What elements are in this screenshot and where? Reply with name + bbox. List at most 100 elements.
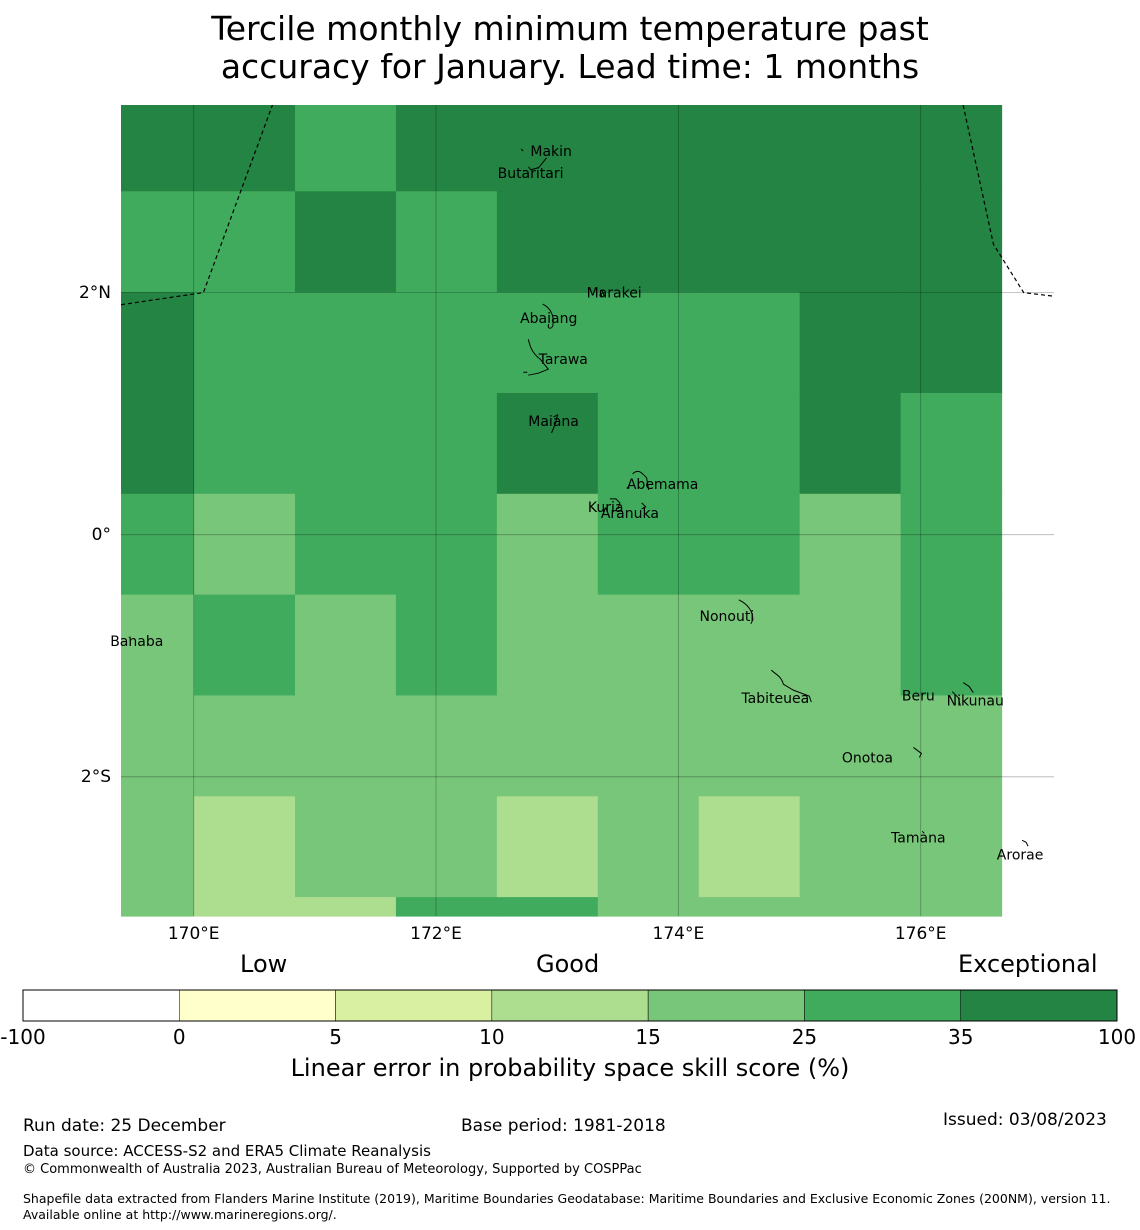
- grid-cell: [597, 392, 700, 495]
- grid-cell: [194, 594, 296, 697]
- grid-cell: [597, 695, 700, 797]
- y-tick-label: 0°: [91, 524, 111, 545]
- grid-cell: [900, 796, 1003, 898]
- grid-cell: [194, 897, 296, 917]
- grid-cell: [496, 493, 599, 596]
- grid-cell: [121, 695, 195, 797]
- island-label: Abaiang: [520, 311, 577, 327]
- colorbar-title: Linear error in probability space skill …: [290, 1054, 850, 1082]
- x-tick-label: 172°E: [410, 924, 462, 944]
- grid-cell: [597, 191, 700, 293]
- category-low: Low: [240, 950, 288, 978]
- grid-cell: [496, 796, 599, 898]
- island-label: Onotoa: [842, 750, 893, 766]
- island-outline: [641, 502, 647, 510]
- colorbar-tick-label: 35: [947, 1025, 974, 1049]
- colorbar-segment: [179, 989, 336, 1022]
- colorbar-segment: [804, 989, 961, 1022]
- title-line-2: accuracy for January. Lead time: 1 month…: [220, 47, 920, 86]
- grid-cell: [121, 493, 195, 596]
- x-tick-label: 176°E: [894, 924, 947, 944]
- grid-cell: [799, 191, 902, 293]
- colorbar-segment: [960, 989, 1118, 1022]
- grid-cell: [194, 191, 296, 293]
- grid-cell: [294, 392, 397, 495]
- island-label: Makin: [530, 144, 572, 160]
- island-outline: [520, 148, 524, 152]
- colorbar-segment: [335, 989, 493, 1022]
- colorbar-tick-label: 0: [172, 1025, 186, 1049]
- grid-cell: [698, 392, 801, 495]
- island-outline: [770, 669, 812, 703]
- grid-cell: [698, 493, 801, 596]
- island-label: Butaritari: [498, 166, 564, 182]
- island-outline: [1021, 839, 1029, 847]
- island-label: Banaba: [110, 634, 163, 650]
- colorbar-tick-label: 15: [635, 1025, 661, 1049]
- grid-cell: [900, 695, 1003, 797]
- grid-cell: [121, 392, 195, 495]
- island-outline: [609, 498, 621, 510]
- grid-cell: [294, 292, 397, 394]
- island-label: Abemama: [627, 477, 699, 493]
- graticule: [121, 105, 1054, 916]
- copyright: © Commonwealth of Australia 2023, Austra…: [23, 1162, 642, 1177]
- grid-cell: [496, 292, 599, 394]
- grid-cell: [799, 897, 902, 917]
- grid-cell: [121, 594, 195, 697]
- island-label: Nonouti: [699, 609, 754, 625]
- grid-cell: [799, 392, 902, 495]
- grid-cell: [900, 392, 1003, 495]
- grid-cell: [294, 191, 397, 293]
- grid-cell: [900, 292, 1003, 394]
- island-label: Maiana: [528, 414, 579, 430]
- colorbar-outline: [22, 989, 1118, 1022]
- grid-cell: [799, 292, 902, 394]
- colorbar-tick-label: 25: [791, 1025, 818, 1049]
- grid-cell: [496, 695, 599, 797]
- colorbar-segment: [647, 989, 805, 1022]
- grid-cell: [121, 292, 195, 394]
- grid-cell: [395, 292, 498, 394]
- grid-cell: [597, 292, 700, 394]
- grid-cell: [597, 493, 700, 596]
- grid-cell: [395, 695, 498, 797]
- grid-cell: [395, 392, 498, 495]
- island-outline: [528, 157, 547, 171]
- island-label: Tamana: [890, 830, 945, 846]
- grid-cell: [900, 897, 1003, 917]
- base-period: Base period: 1981-2018: [461, 1116, 666, 1136]
- grid-cell: [496, 897, 599, 917]
- run-date: Run date: 25 December: [23, 1116, 226, 1136]
- island-outline: [600, 290, 605, 297]
- grid-cell: [900, 105, 1003, 192]
- grid-cell: [121, 191, 195, 293]
- grid-cell: [294, 796, 397, 898]
- colorbar-segment: [22, 989, 180, 1022]
- grid-cell: [799, 796, 902, 898]
- grid-cell: [900, 493, 1003, 596]
- eez-boundary-east: [962, 105, 1054, 297]
- grid-cell: [799, 695, 902, 797]
- island-outline: [626, 470, 650, 490]
- grid-cell: [698, 191, 801, 293]
- grid-cell: [799, 594, 902, 697]
- grid-cell: [799, 493, 902, 596]
- island-label: Aranuka: [601, 506, 659, 522]
- grid-cell: [395, 191, 498, 293]
- grid-cell: [194, 105, 296, 192]
- colorbar-tick-label: -100: [0, 1025, 46, 1049]
- island-outline: [738, 599, 754, 625]
- grid-cell: [395, 796, 498, 898]
- grid-cell: [900, 191, 1003, 293]
- grid-cell: [194, 392, 296, 495]
- island-label: Tabiteuea: [740, 691, 809, 707]
- island-label: Kuria: [588, 500, 624, 516]
- grid-cell: [395, 594, 498, 697]
- grid-cell: [698, 796, 801, 898]
- category-good: Good: [536, 950, 600, 978]
- grid-cell: [597, 897, 700, 917]
- grid-cell: [900, 594, 1003, 697]
- island-label: Marakei: [587, 286, 642, 302]
- chart-title: Tercile monthly minimum temperature past…: [0, 10, 1140, 86]
